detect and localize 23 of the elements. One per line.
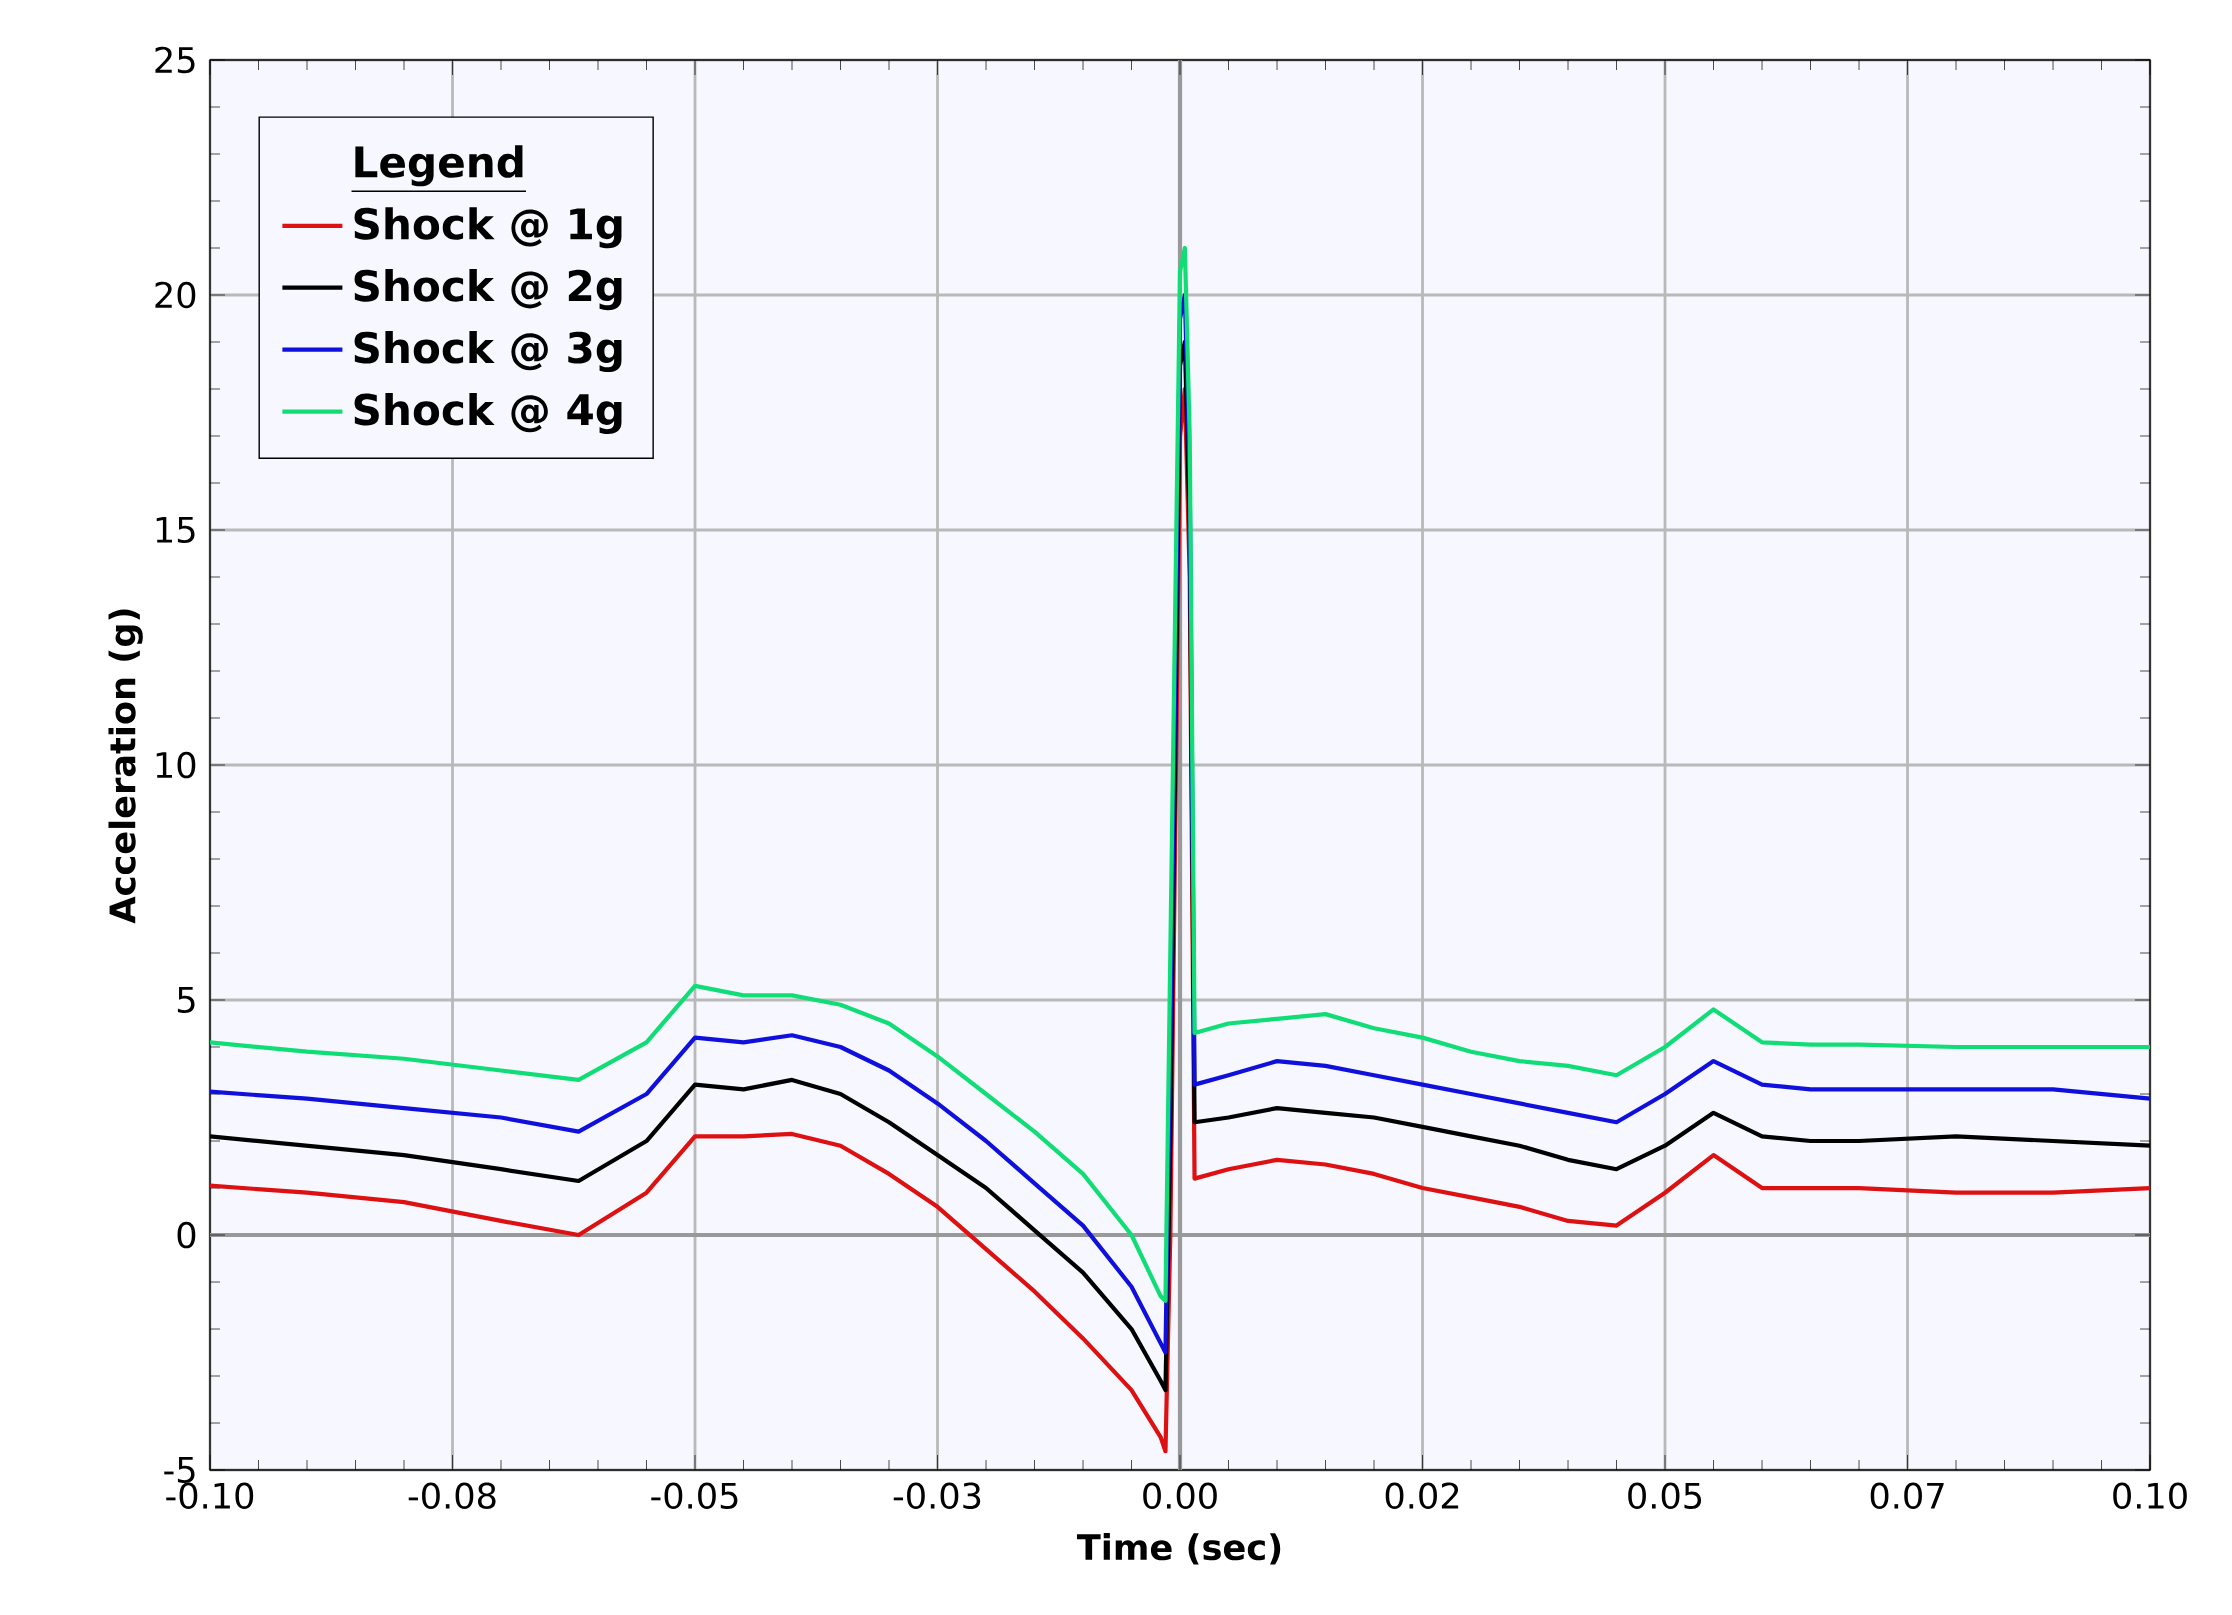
x-tick-label: 0.07 — [1870, 1482, 1944, 1510]
x-tick-label: 0.10 — [2113, 1482, 2187, 1510]
y-tick-label: 5 — [177, 986, 195, 1014]
y-tick-label: 0 — [177, 1221, 196, 1249]
x-tick-label: -0.05 — [651, 1482, 738, 1510]
x-axis-title: Time (sec) — [1076, 1533, 1281, 1565]
y-tick-label: 25 — [155, 46, 195, 74]
y-tick-label: 10 — [156, 751, 196, 779]
y-axis-title: Acceleration (g) — [108, 609, 143, 924]
y-tick-label: 15 — [156, 516, 195, 544]
x-tick-label: 0.00 — [1143, 1482, 1217, 1510]
legend-label: Shock @ 3g — [354, 330, 622, 373]
legend-title: Legend — [355, 145, 523, 187]
x-tick-label: -0.10 — [166, 1482, 254, 1510]
legend-label: Shock @ 2g — [354, 269, 622, 311]
y-tick-label: -5 — [164, 1456, 195, 1484]
y-tick-label: 20 — [155, 281, 196, 309]
x-tick-label: 0.02 — [1385, 1482, 1459, 1510]
x-tick-label: 0.05 — [1628, 1482, 1702, 1510]
x-tick-label: -0.03 — [893, 1482, 981, 1510]
legend-label: Shock @ 4g — [354, 392, 622, 435]
legend-label: Shock @ 1g — [354, 207, 622, 249]
x-tick-label: -0.08 — [408, 1482, 496, 1510]
